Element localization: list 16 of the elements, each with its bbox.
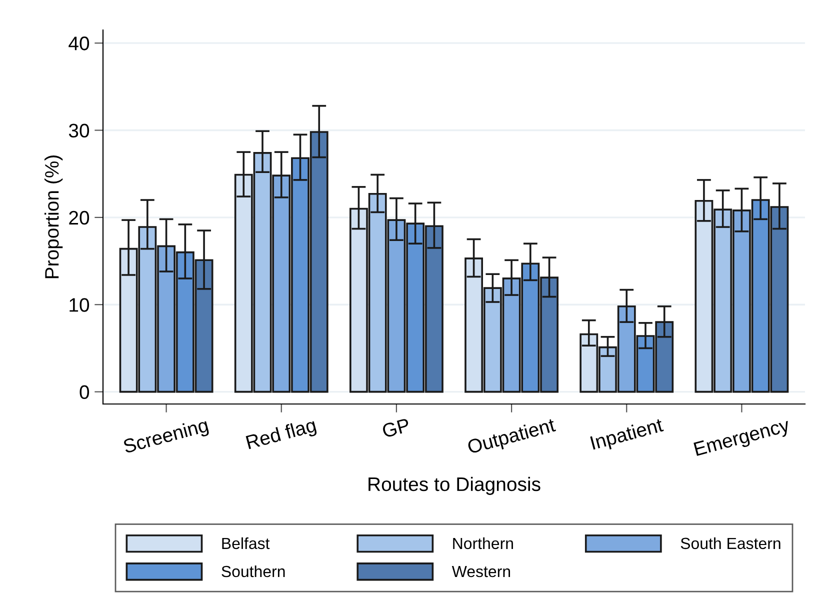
legend-label: Northern	[453, 537, 513, 550]
x-tick-label: GP	[382, 418, 410, 438]
x-tick-label: Inpatient	[590, 417, 665, 454]
legend-label: Belfast	[222, 537, 270, 550]
x-tick-label: Screening	[122, 418, 210, 458]
legend-label: South Eastern	[680, 537, 780, 550]
y-tick-label: 30	[68, 124, 90, 138]
y-axis-title: Proportion (%)	[44, 156, 63, 278]
y-tick-label: 40	[68, 36, 90, 50]
x-tick-label: Red flag	[246, 418, 318, 454]
legend-label: Southern	[222, 565, 285, 578]
x-axis-title: Routes to Diagnosis	[368, 476, 540, 495]
y-tick-label: 20	[69, 210, 90, 225]
legend-label: Western	[452, 566, 510, 578]
y-tick-label: 10	[70, 298, 90, 312]
y-tick-label: 0	[80, 385, 90, 400]
